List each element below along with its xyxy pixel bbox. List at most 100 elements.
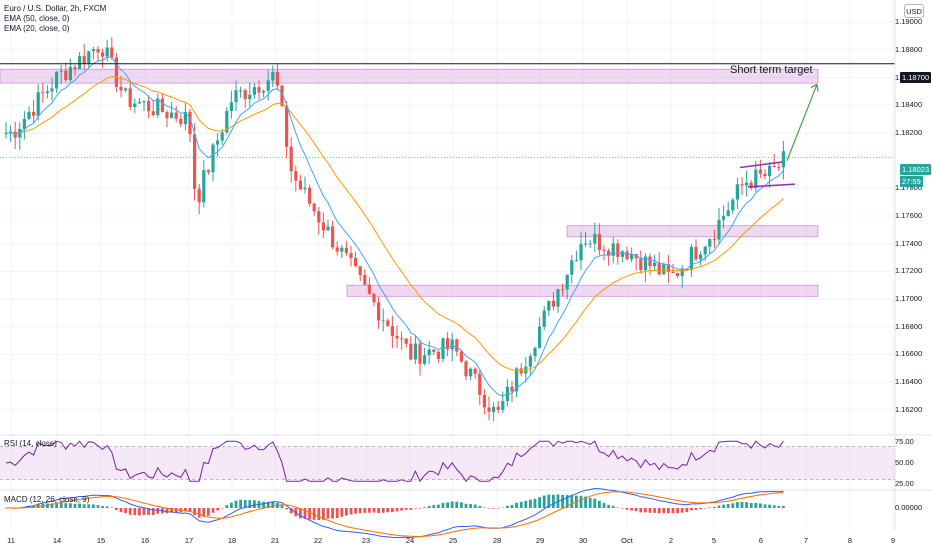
macd-histogram-bar	[253, 500, 256, 508]
macd-histogram-bar	[713, 506, 716, 508]
macd-histogram-bar	[280, 505, 284, 508]
macd-histogram-bar	[782, 505, 785, 508]
macd-histogram-bar	[271, 501, 275, 508]
macd-histogram-bar	[322, 508, 325, 520]
candle-body	[469, 368, 473, 377]
macd-histogram-bar	[492, 508, 495, 509]
macd-histogram-bar	[220, 508, 224, 509]
macd-histogram-bar	[243, 499, 247, 508]
candle-body	[699, 254, 703, 260]
candle-body	[570, 260, 574, 275]
candle-body	[625, 251, 629, 260]
candle-body	[758, 169, 762, 174]
macd-histogram-bar	[418, 508, 422, 509]
candle-body	[73, 67, 77, 70]
candle-body	[220, 132, 224, 141]
price-axis-label: 1.18200	[895, 127, 923, 137]
price-axis-label: 1.18800	[895, 44, 923, 54]
candle-body	[312, 203, 316, 212]
macd-histogram-bar	[59, 502, 63, 508]
macd-histogram-bar	[170, 508, 173, 513]
candle-body	[689, 246, 693, 270]
macd-histogram-bar	[115, 508, 118, 511]
candle-body	[708, 238, 712, 247]
macd-histogram-bar	[395, 508, 399, 512]
time-axis-label: 30	[578, 536, 588, 545]
macd-histogram-bar	[460, 502, 463, 508]
candle-body	[142, 101, 146, 103]
macd-histogram-bar	[616, 507, 620, 509]
price-axis-label: 1.17400	[895, 238, 923, 248]
legend-ema50: EMA (50, close, 0)	[4, 14, 70, 23]
macd-histogram-bar	[662, 508, 666, 514]
candle-body	[740, 184, 744, 186]
macd-histogram-bar	[124, 508, 127, 514]
candle-body	[561, 289, 565, 291]
time-axis-label: 2	[668, 536, 674, 545]
candle-body	[137, 102, 141, 104]
candle-body	[340, 247, 344, 252]
ema50-line	[5, 75, 784, 371]
candle-body	[381, 320, 385, 322]
target-price-tag: 1.18700	[900, 72, 932, 83]
macd-histogram-bar	[749, 503, 753, 508]
macd-axis-label: 0.00000	[895, 503, 923, 512]
candle-body	[147, 101, 151, 112]
macd-histogram-bar	[671, 508, 675, 514]
macd-histogram-bar	[726, 504, 730, 508]
candle-body	[749, 182, 753, 189]
candle-body	[275, 71, 279, 86]
time-axis-label: 17	[184, 536, 194, 545]
macd-histogram-bar	[105, 506, 109, 508]
macd-histogram-bar	[211, 508, 215, 513]
candle-body	[285, 105, 289, 147]
macd-histogram-bar	[657, 508, 661, 514]
currency-button[interactable]: USD	[904, 4, 924, 18]
candle-body	[179, 118, 183, 125]
macd-histogram-bar	[87, 504, 91, 508]
candle-body	[193, 134, 197, 189]
macd-histogram-bar	[345, 508, 348, 516]
macd-histogram-bar	[299, 508, 302, 519]
candle-body	[202, 170, 206, 203]
macd-histogram-bar	[639, 508, 643, 513]
legend-rsi: RSI (14, close)	[4, 439, 57, 448]
annotation-short-term-target: Short term target	[730, 64, 813, 76]
legend-macd: MACD (12, 26, close, 9)	[4, 495, 90, 504]
macd-histogram-bar	[381, 508, 385, 513]
macd-histogram-bar	[400, 508, 403, 511]
macd-histogram-bar	[469, 504, 472, 508]
time-axis-label: Oct	[621, 536, 633, 545]
macd-histogram-bar	[289, 508, 293, 514]
candle-body	[68, 67, 72, 80]
candle-body	[64, 70, 68, 80]
macd-histogram-bar	[82, 504, 86, 508]
price-axis-label: 1.16600	[895, 349, 923, 359]
macd-histogram-bar	[634, 508, 638, 512]
macd-histogram-bar	[630, 508, 633, 511]
macd-histogram-bar	[156, 508, 160, 514]
candle-body	[395, 335, 399, 339]
time-axis-label: 28	[492, 536, 502, 545]
macd-histogram-bar	[46, 503, 49, 508]
macd-histogram-bar	[685, 508, 689, 513]
candle-body	[55, 71, 59, 89]
macd-histogram-bar	[78, 503, 81, 508]
candle-body	[248, 94, 252, 100]
candle-body	[579, 244, 583, 261]
macd-histogram-bar	[391, 508, 394, 513]
candle-body	[492, 406, 496, 412]
macd-histogram-bar	[561, 495, 564, 508]
support-resistance-zone	[0, 68, 819, 84]
macd-histogram-bar	[777, 506, 781, 508]
candle-body	[110, 47, 114, 58]
macd-histogram-bar	[588, 497, 592, 508]
macd-histogram-bar	[363, 508, 367, 513]
macd-histogram-bar	[538, 497, 541, 508]
macd-histogram-bar	[496, 508, 500, 509]
candle-body	[82, 55, 86, 64]
macd-histogram-bar	[768, 504, 771, 508]
candle-body	[501, 401, 505, 410]
macd-histogram-bar	[699, 508, 702, 510]
